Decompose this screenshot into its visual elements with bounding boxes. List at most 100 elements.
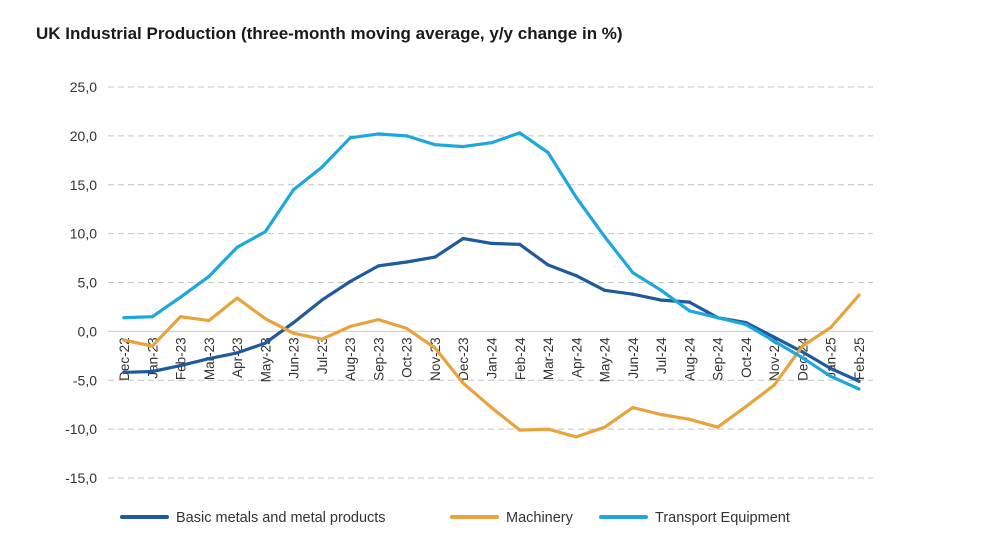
x-tick-label: Jul-24 — [654, 337, 669, 374]
x-tick-label: Feb-24 — [513, 337, 528, 380]
y-tick-label: 5,0 — [78, 275, 98, 291]
data-point — [489, 141, 494, 145]
data-point — [263, 317, 267, 321]
data-point — [348, 136, 352, 140]
data-point — [687, 309, 691, 313]
data-point — [489, 241, 494, 245]
x-tick-label: Jan-23 — [145, 337, 160, 378]
data-point — [433, 255, 437, 259]
data-point — [659, 288, 663, 292]
x-tick-label: Feb-25 — [852, 337, 867, 380]
data-point — [150, 344, 154, 348]
data-point — [602, 425, 607, 429]
x-tick-label: Apr-24 — [569, 337, 584, 378]
y-tick-label: 0,0 — [78, 323, 98, 339]
data-point — [235, 296, 239, 300]
data-point — [716, 316, 720, 320]
x-tick-label: Nov-24 — [767, 337, 782, 381]
data-point — [744, 405, 748, 409]
data-point — [178, 363, 183, 368]
x-tick-label: Jan-24 — [485, 337, 500, 379]
data-point — [602, 234, 607, 239]
y-tick-label: 20,0 — [70, 128, 97, 144]
data-point — [574, 435, 578, 439]
data-point — [376, 318, 381, 322]
y-tick-label: -15,0 — [65, 470, 97, 486]
legend-label: Basic metals and metal products — [176, 510, 386, 526]
data-point — [631, 406, 635, 410]
data-point — [829, 366, 833, 371]
legend: Basic metals and metal products Machinery… — [120, 510, 790, 526]
y-tick-label: 25,0 — [70, 79, 97, 95]
y-tick-label: -5,0 — [73, 372, 97, 388]
y-tick-label: -10,0 — [65, 421, 97, 437]
data-point — [461, 236, 465, 241]
data-point — [546, 150, 550, 155]
data-point — [320, 298, 324, 302]
x-tick-label: Sep-24 — [711, 337, 726, 381]
data-point — [207, 357, 211, 361]
data-point — [405, 326, 409, 331]
data-point — [716, 425, 720, 429]
x-tick-label: Feb-23 — [174, 337, 189, 380]
data-point — [461, 145, 465, 149]
x-tick-label: Aug-24 — [682, 337, 697, 381]
data-point — [772, 339, 776, 343]
y-tick-label: 10,0 — [70, 226, 97, 242]
data-point — [687, 300, 691, 304]
data-point — [857, 293, 861, 297]
data-point — [687, 417, 691, 421]
data-point — [744, 322, 748, 327]
data-point — [405, 260, 409, 264]
data-point — [122, 316, 126, 320]
data-point — [546, 427, 550, 431]
grid-lines — [108, 86, 873, 479]
data-point — [489, 406, 494, 410]
data-point — [518, 428, 522, 432]
data-point — [574, 195, 578, 200]
data-point — [602, 288, 607, 292]
data-point — [800, 356, 805, 360]
data-point — [320, 165, 324, 169]
data-point — [829, 325, 833, 330]
data-point — [348, 324, 352, 329]
x-tick-label: Nov-23 — [428, 337, 443, 381]
data-point — [292, 331, 296, 335]
data-point — [207, 275, 211, 279]
x-tick-label: Jun-24 — [626, 337, 641, 379]
data-point — [178, 295, 183, 299]
data-point — [659, 412, 663, 417]
x-tick-label: Jun-23 — [287, 337, 302, 378]
data-point — [207, 319, 211, 323]
x-tick-label: Dec-23 — [456, 337, 471, 381]
data-point — [857, 387, 861, 391]
data-point — [122, 338, 126, 342]
data-point — [631, 292, 635, 296]
x-tick-label: Oct-23 — [400, 337, 415, 378]
data-point — [405, 134, 409, 138]
x-tick-label: May-23 — [258, 337, 273, 382]
x-tick-label: Aug-23 — [343, 337, 358, 381]
data-point — [263, 341, 267, 345]
data-point — [263, 230, 267, 234]
data-point — [150, 369, 154, 374]
data-point — [631, 271, 635, 275]
data-point — [376, 132, 381, 136]
x-tick-label: Mar-24 — [541, 337, 556, 380]
data-point — [461, 381, 465, 385]
x-tick-label: Jul-23 — [315, 337, 330, 374]
data-point — [772, 335, 776, 339]
data-point — [659, 298, 663, 302]
data-point — [546, 263, 550, 267]
x-tick-label: Dec-22 — [117, 337, 132, 381]
x-tick-label: May-24 — [598, 337, 613, 383]
data-point — [574, 274, 578, 278]
data-point — [376, 264, 381, 268]
data-point — [178, 315, 183, 319]
series-lines — [122, 131, 861, 439]
data-point — [235, 245, 239, 249]
y-tick-label: 15,0 — [70, 177, 97, 193]
data-point — [320, 337, 324, 341]
legend-label: Transport Equipment — [655, 510, 790, 526]
